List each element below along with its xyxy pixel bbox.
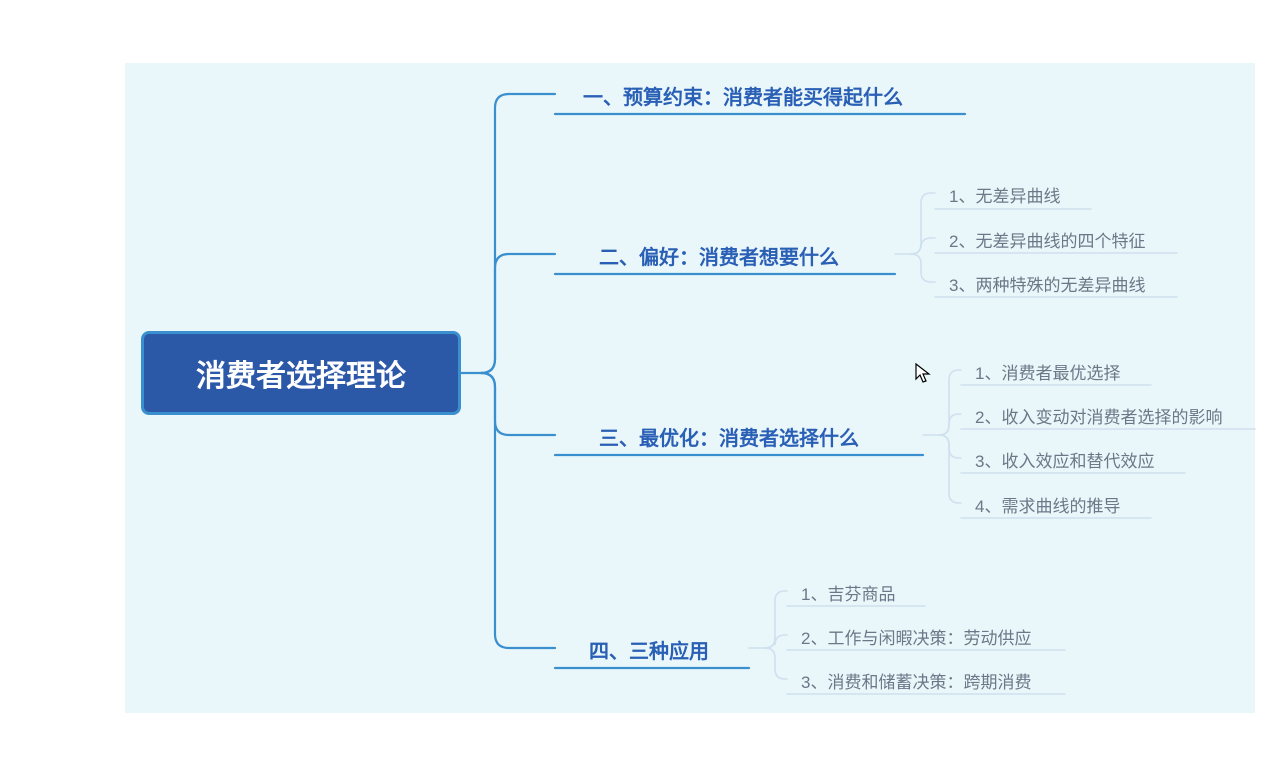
leaf-node[interactable]: 2、工作与闲暇决策：劳动供应 xyxy=(801,624,1031,649)
branch-node-b1[interactable]: 一、预算约束：消费者能买得起什么 xyxy=(583,81,903,110)
leaf-label: 4、需求曲线的推导 xyxy=(975,492,1120,517)
leaf-node[interactable]: 4、需求曲线的推导 xyxy=(975,492,1120,517)
leaf-label: 2、无差异曲线的四个特征 xyxy=(949,227,1145,252)
mindmap-canvas: 消费者选择理论 一、预算约束：消费者能买得起什么二、偏好：消费者想要什么 1、无差… xyxy=(125,63,1255,713)
leaf-node[interactable]: 1、无差异曲线 xyxy=(949,182,1060,207)
leaf-node[interactable]: 2、无差异曲线的四个特征 xyxy=(949,227,1145,252)
leaf-label: 3、两种特殊的无差异曲线 xyxy=(949,271,1145,296)
leaf-node[interactable]: 1、消费者最优选择 xyxy=(975,359,1120,384)
branch-node-b3[interactable]: 三、最优化：消费者选择什么 xyxy=(599,422,859,451)
leaf-node[interactable]: 1、吉芬商品 xyxy=(801,580,895,605)
leaf-label: 3、收入效应和替代效应 xyxy=(975,447,1154,472)
leaf-node[interactable]: 3、收入效应和替代效应 xyxy=(975,447,1154,472)
leaf-node[interactable]: 2、收入变动对消费者选择的影响 xyxy=(975,403,1222,428)
branch-label: 一、预算约束：消费者能买得起什么 xyxy=(583,81,903,110)
root-node[interactable]: 消费者选择理论 xyxy=(141,331,461,415)
leaf-label: 2、工作与闲暇决策：劳动供应 xyxy=(801,624,1031,649)
branch-label: 四、三种应用 xyxy=(589,635,709,664)
leaf-node[interactable]: 3、消费和储蓄决策：跨期消费 xyxy=(801,668,1031,693)
branch-label: 二、偏好：消费者想要什么 xyxy=(599,241,839,270)
branch-node-b4[interactable]: 四、三种应用 xyxy=(589,635,709,664)
branch-node-b2[interactable]: 二、偏好：消费者想要什么 xyxy=(599,241,839,270)
leaf-label: 1、消费者最优选择 xyxy=(975,359,1120,384)
leaf-label: 1、无差异曲线 xyxy=(949,182,1060,207)
leaf-label: 2、收入变动对消费者选择的影响 xyxy=(975,403,1222,428)
leaf-label: 3、消费和储蓄决策：跨期消费 xyxy=(801,668,1031,693)
branch-label: 三、最优化：消费者选择什么 xyxy=(599,422,859,451)
root-label: 消费者选择理论 xyxy=(196,351,406,395)
leaf-label: 1、吉芬商品 xyxy=(801,580,895,605)
leaf-node[interactable]: 3、两种特殊的无差异曲线 xyxy=(949,271,1145,296)
